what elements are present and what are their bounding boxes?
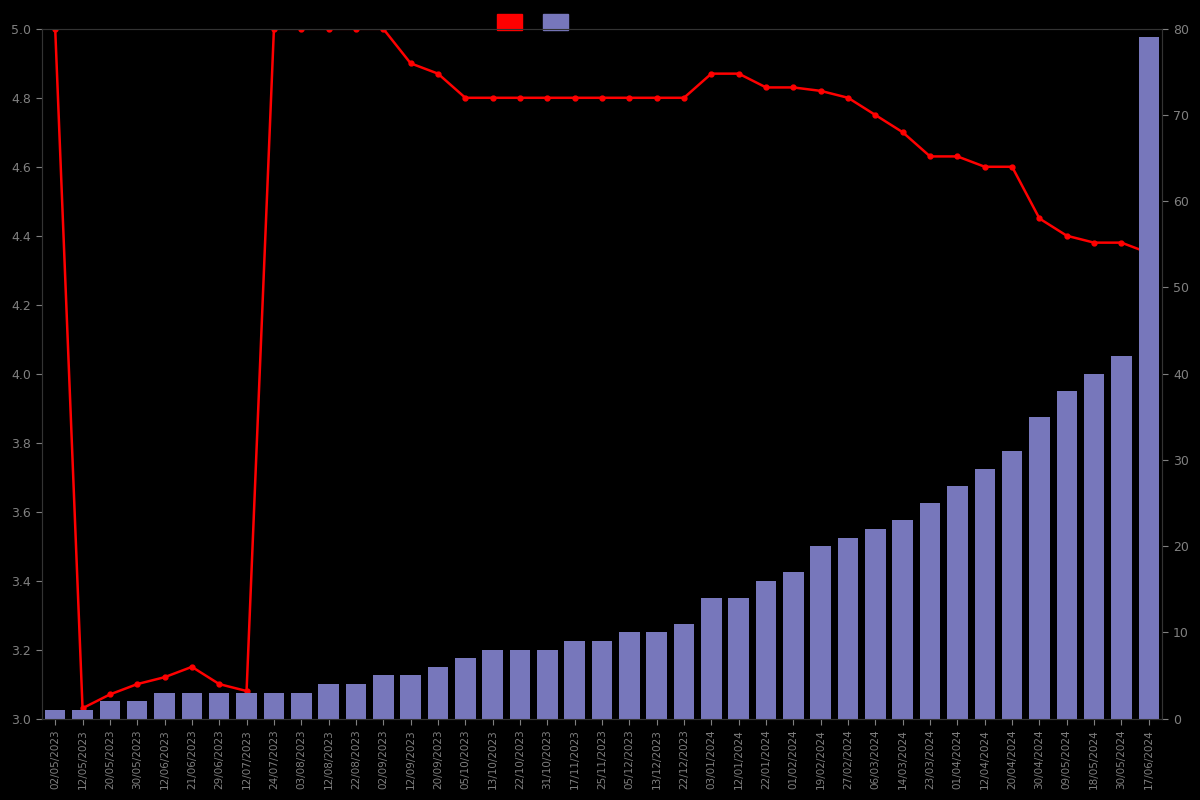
Bar: [592, 641, 612, 718]
Bar: [292, 693, 312, 718]
Bar: [619, 632, 640, 718]
Bar: [756, 581, 776, 718]
Bar: [510, 650, 530, 718]
Bar: [427, 667, 449, 718]
Bar: [264, 693, 284, 718]
Bar: [401, 675, 421, 718]
Bar: [647, 632, 667, 718]
Bar: [701, 598, 721, 718]
Bar: [482, 650, 503, 718]
Bar: [209, 693, 229, 718]
Bar: [100, 702, 120, 718]
Bar: [974, 469, 995, 718]
Bar: [728, 598, 749, 718]
Bar: [181, 693, 202, 718]
Bar: [564, 641, 584, 718]
Bar: [373, 675, 394, 718]
Bar: [1111, 357, 1132, 718]
Bar: [346, 684, 366, 718]
Bar: [538, 650, 558, 718]
Bar: [236, 693, 257, 718]
Bar: [44, 710, 66, 718]
Bar: [1139, 38, 1159, 718]
Bar: [318, 684, 338, 718]
Bar: [920, 503, 941, 718]
Bar: [1002, 451, 1022, 718]
Bar: [893, 520, 913, 718]
Bar: [127, 702, 148, 718]
Bar: [1030, 417, 1050, 718]
Bar: [784, 572, 804, 718]
Bar: [72, 710, 92, 718]
Bar: [673, 624, 695, 718]
Bar: [1056, 391, 1078, 718]
Bar: [838, 538, 858, 718]
Bar: [810, 546, 830, 718]
Bar: [947, 486, 967, 718]
Bar: [865, 529, 886, 718]
Bar: [455, 658, 475, 718]
Bar: [155, 693, 175, 718]
Legend: , : ,: [492, 8, 577, 35]
Bar: [1084, 374, 1104, 718]
